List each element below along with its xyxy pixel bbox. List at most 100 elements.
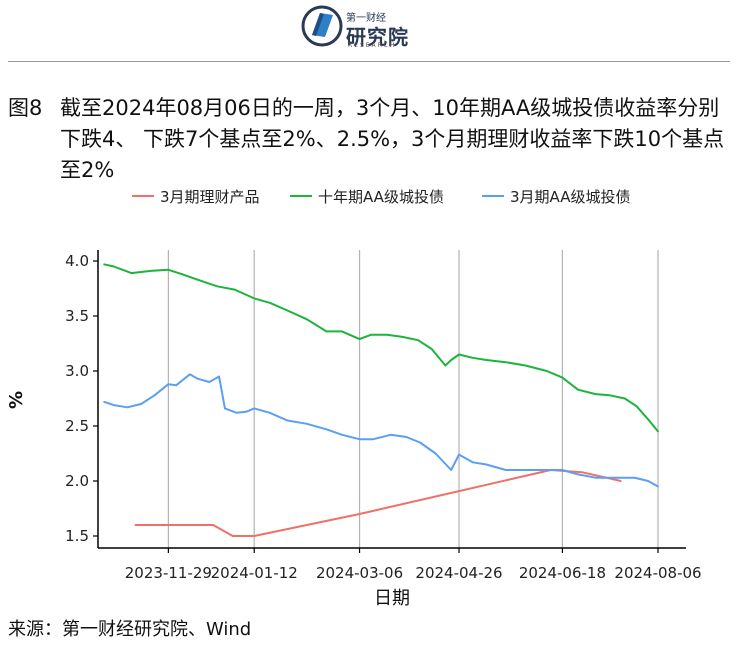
series-1-point xyxy=(581,471,583,474)
series-3-point xyxy=(485,463,488,466)
y-tick-label: 3.5 xyxy=(65,307,89,325)
y-tick-label: 3.0 xyxy=(65,362,89,380)
series-3-point xyxy=(224,407,226,410)
series-3-point xyxy=(196,377,199,380)
x-tick-label: 2024-08-06 xyxy=(614,564,701,582)
series-3-point xyxy=(140,403,142,405)
y-tick-label: 2.0 xyxy=(65,472,89,490)
series-2-point xyxy=(505,361,507,364)
series-line-2 xyxy=(103,263,659,433)
logo-sub-text: RESEARCH xyxy=(348,42,397,49)
series-2-point xyxy=(306,318,308,321)
series-3-point xyxy=(419,441,421,444)
series-2-point xyxy=(216,285,218,288)
y-tick-label: 2.5 xyxy=(65,417,89,435)
series-3-point xyxy=(218,375,220,378)
series-2-point xyxy=(430,348,433,350)
series-2-point xyxy=(341,330,343,333)
series-3-point xyxy=(633,476,636,479)
series-2-point xyxy=(608,394,610,397)
x-tick-label: 2024-01-12 xyxy=(211,564,298,582)
series-3-point xyxy=(175,384,177,387)
series-3-point xyxy=(269,412,271,414)
series-3-point xyxy=(126,406,129,409)
series-2-point xyxy=(181,273,183,276)
series-2-point xyxy=(458,353,460,356)
series-2-point xyxy=(113,265,115,268)
series-3-point xyxy=(390,434,392,436)
legend-label-1: 3月期理财产品 xyxy=(160,188,260,206)
series-3-point xyxy=(471,461,474,464)
series-3-point xyxy=(253,407,255,410)
series-1-point xyxy=(358,513,361,515)
series-3-point xyxy=(208,381,211,383)
series-3-point xyxy=(577,473,579,476)
x-tick-label: 2023-11-29 xyxy=(125,564,212,582)
series-2-point xyxy=(546,370,548,372)
logo-main-text: 研究院 xyxy=(346,25,409,49)
series-3-point xyxy=(189,373,191,376)
series-3-point xyxy=(245,410,248,413)
series-2-point xyxy=(450,359,453,361)
series-2-point xyxy=(325,330,328,333)
series-1-point xyxy=(253,535,255,537)
series-3-point xyxy=(358,438,361,441)
series-2-point xyxy=(471,357,474,359)
series-3-point xyxy=(113,404,115,406)
series-2-point xyxy=(103,263,105,266)
logo-top-text: 第一财经 xyxy=(346,13,386,24)
series-2-point xyxy=(485,359,488,361)
series-2-point xyxy=(657,430,659,433)
series-2-point xyxy=(444,364,447,367)
x-tick-label: 2024-04-26 xyxy=(415,564,502,582)
y-tick-label: 1.5 xyxy=(65,527,89,545)
series-2-point xyxy=(386,333,388,336)
series-3-point xyxy=(561,469,564,471)
series-2-point xyxy=(167,269,170,271)
series-2-point xyxy=(635,405,638,408)
header-divider xyxy=(8,61,730,62)
series-3-point xyxy=(524,469,527,471)
series-3-point xyxy=(450,469,453,471)
chart-series xyxy=(103,263,659,537)
series-3-point xyxy=(657,485,659,488)
series-1-point xyxy=(212,524,214,526)
series-1-point xyxy=(231,535,234,537)
series-3-point xyxy=(341,434,343,436)
series-3-point xyxy=(458,453,460,456)
legend-label-2: 十年期AA级城投债 xyxy=(318,188,444,206)
series-1-point xyxy=(134,524,136,526)
series-3-point xyxy=(546,469,548,471)
figure-title: 截至2024年08月06日的一周，3个月、10年期AA级城投债收益率分别下跌4、… xyxy=(60,96,725,182)
series-3-point xyxy=(325,428,328,431)
series-2-point xyxy=(286,309,289,312)
series-2-point xyxy=(647,418,649,421)
series-3-point xyxy=(167,383,170,386)
series-3-point xyxy=(594,476,597,479)
series-line-1 xyxy=(135,469,622,537)
series-2-point xyxy=(370,333,373,336)
series-line-3 xyxy=(103,373,659,488)
research-logo: 第一财经 研究院 RESEARCH xyxy=(300,4,450,50)
series-2-point xyxy=(253,297,255,300)
series-2-point xyxy=(358,338,361,340)
source-note: 来源：第一财经研究院、Wind xyxy=(8,619,252,640)
y-axis-label: % xyxy=(6,391,27,409)
series-3-point xyxy=(647,480,649,482)
legend-label-3: 3月期AA级城投债 xyxy=(510,188,630,206)
x-tick-label: 2024-06-18 xyxy=(519,564,606,582)
series-2-point xyxy=(130,272,133,274)
series-3-point xyxy=(235,412,238,414)
series-2-point xyxy=(150,270,152,272)
series-2-point xyxy=(269,302,271,304)
series-3-point xyxy=(405,436,408,438)
series-1-point xyxy=(620,480,622,482)
series-3-point xyxy=(103,401,105,403)
logo-emblem-icon xyxy=(301,5,343,47)
series-2-point xyxy=(561,376,564,379)
x-axis-label: 日期 xyxy=(374,588,410,609)
series-3-point xyxy=(614,476,616,479)
chart-legend: 3月期理财产品 十年期AA级城投债 3月期AA级城投债 xyxy=(132,188,630,206)
